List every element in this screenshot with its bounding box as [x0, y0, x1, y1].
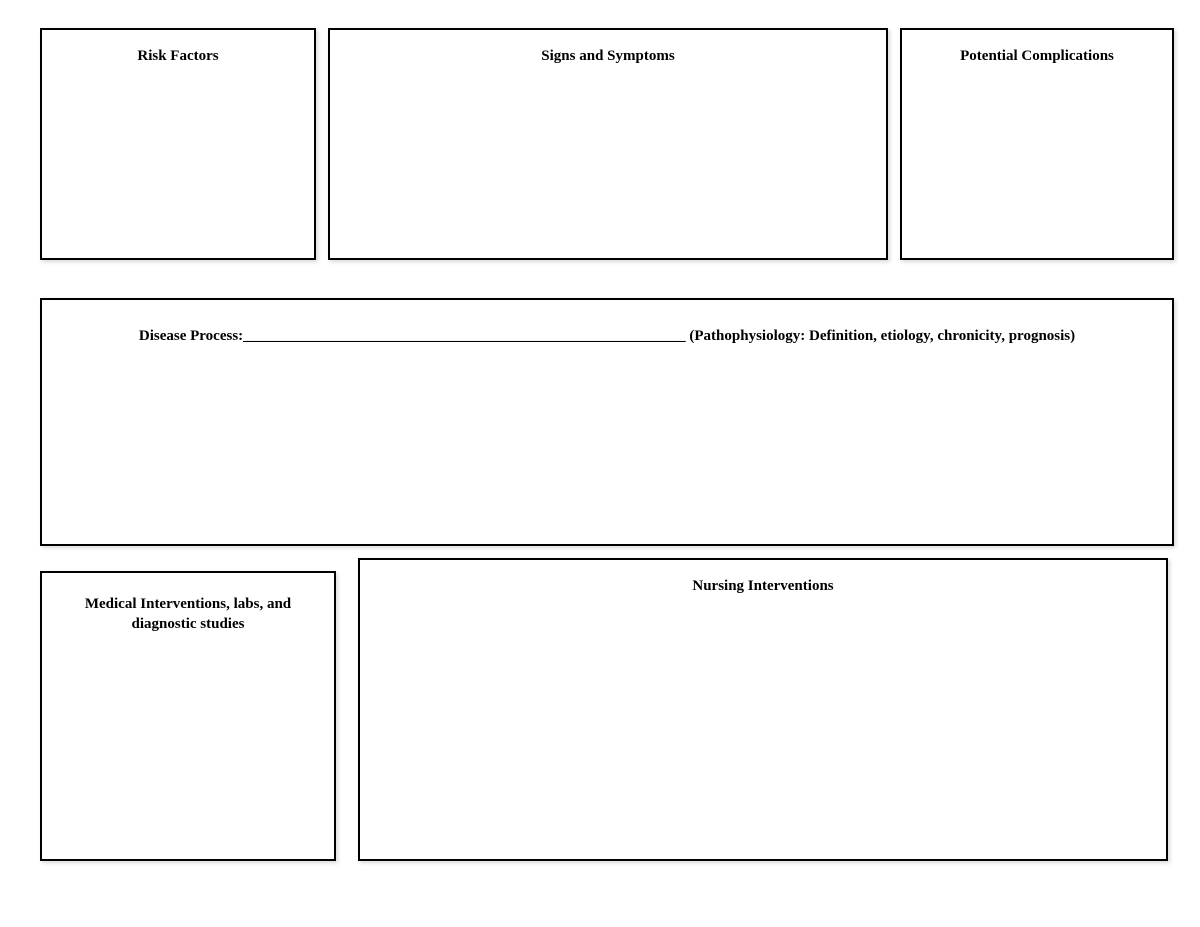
signs-symptoms-title: Signs and Symptoms — [330, 30, 886, 65]
complications-box: Potential Complications — [900, 28, 1174, 260]
risk-factors-title: Risk Factors — [42, 30, 314, 65]
nursing-interventions-box: Nursing Interventions — [358, 558, 1168, 861]
risk-factors-box: Risk Factors — [40, 28, 316, 260]
complications-title: Potential Complications — [902, 30, 1172, 65]
disease-process-title: Disease Process:________________________… — [42, 300, 1172, 345]
nursing-interventions-title: Nursing Interventions — [360, 560, 1166, 595]
medical-interventions-title: Medical Interventions, labs, and diagnos… — [42, 573, 334, 634]
disease-process-box: Disease Process:________________________… — [40, 298, 1174, 546]
medical-interventions-box: Medical Interventions, labs, and diagnos… — [40, 571, 336, 861]
signs-symptoms-box: Signs and Symptoms — [328, 28, 888, 260]
